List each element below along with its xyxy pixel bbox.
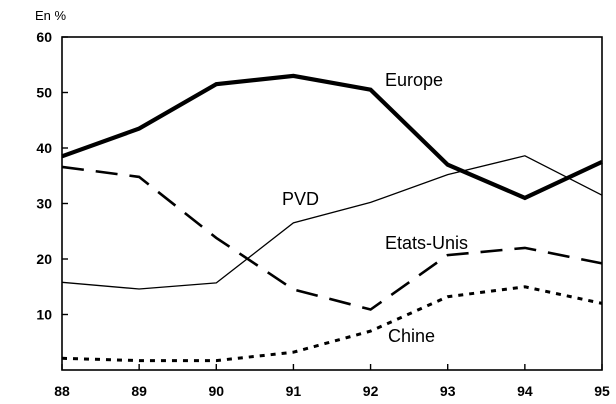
series-label-europe: Europe [385,70,443,90]
series-line-europe [61,73,603,201]
x-tick-label: 92 [363,383,379,399]
x-tick-label: 89 [131,383,147,399]
y-tick-label: 60 [36,29,52,45]
x-tick-label: 93 [440,383,456,399]
x-tick-label: 95 [594,383,610,399]
y-tick-label: 20 [36,251,52,267]
series-line-etats-unis [61,165,603,311]
x-tick-label: 90 [208,383,224,399]
y-tick-label: 30 [36,196,52,212]
y-tick-label: 40 [36,140,52,156]
plot-frame [61,36,603,371]
y-axis-unit-label: En % [35,8,67,23]
x-tick-label: 91 [286,383,302,399]
x-tick-label: 88 [54,383,70,399]
x-tick-label: 94 [517,383,533,399]
series-line-chine [61,285,603,363]
series-label-pvd: PVD [282,189,319,209]
series-label-etats-unis: Etats-Unis [385,233,468,253]
y-tick-label: 10 [36,307,52,323]
series-label-chine: Chine [388,326,435,346]
y-tick-label: 50 [36,85,52,101]
series-line-pvd [61,155,603,290]
